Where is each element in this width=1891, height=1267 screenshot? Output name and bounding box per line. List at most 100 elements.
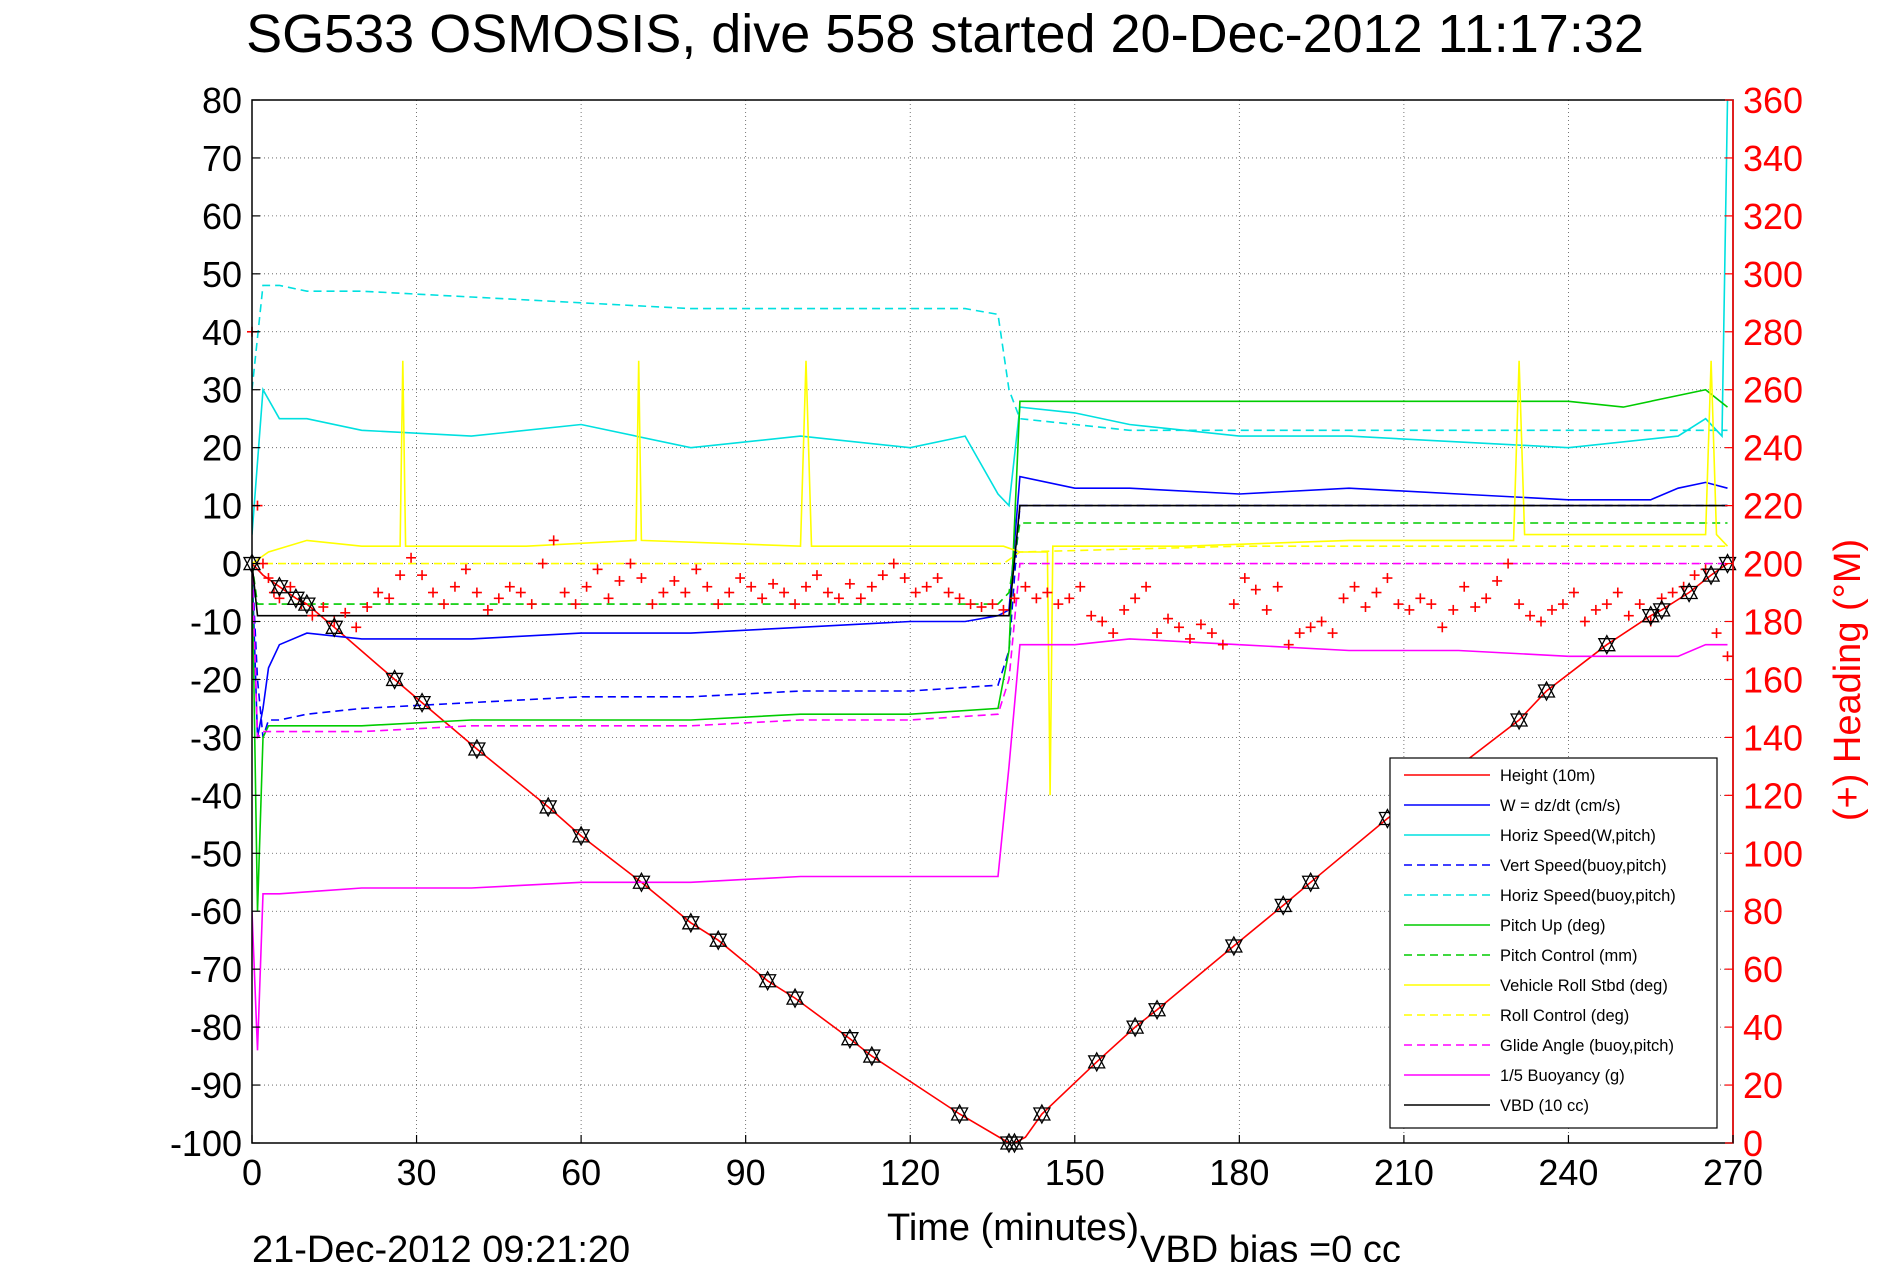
heading-point — [768, 578, 779, 589]
heading-point — [943, 587, 954, 598]
y-tick-label: 20 — [202, 428, 242, 469]
cast-marker-down — [539, 800, 558, 818]
series-layer — [252, 100, 1729, 1143]
legend-items: Height (10m) W = dz/dt (cm/s) Horiz Speed(… — [1404, 767, 1676, 1115]
y-tick-label: 0 — [222, 544, 242, 585]
heading-point — [307, 610, 318, 621]
heading-point — [1557, 599, 1568, 610]
cast-marker — [572, 825, 591, 847]
cast-marker-down — [1301, 875, 1320, 893]
cast-marker-down — [1509, 713, 1529, 731]
cast-marker-down — [840, 1032, 859, 1050]
right-tick-label: 240 — [1743, 428, 1803, 469]
cast-marker-down — [862, 1049, 881, 1067]
y-tick-label: -10 — [190, 602, 242, 643]
x-tick-label: 60 — [561, 1152, 601, 1193]
cast-marker-up — [681, 912, 700, 930]
cast-marker — [412, 692, 432, 714]
x-tick-label: 90 — [726, 1152, 766, 1193]
right-tick-label: 260 — [1743, 370, 1803, 411]
cast-marker-up — [1005, 1132, 1024, 1150]
heading-point — [373, 587, 384, 598]
cast-marker — [1147, 999, 1167, 1021]
series-line-0 — [252, 562, 1728, 1143]
heading-point — [636, 573, 647, 584]
legend-item: Height (10m) — [1404, 767, 1595, 785]
series-line-5 — [252, 388, 1728, 912]
cast-marker — [539, 796, 558, 818]
heading-point — [1722, 651, 1733, 662]
heading-point — [460, 564, 471, 575]
series-line-1 — [252, 475, 1728, 738]
legend-label: VBD (10 cc) — [1500, 1097, 1589, 1115]
legend-label: Pitch Up (deg) — [1500, 917, 1605, 935]
heading-point — [1349, 581, 1360, 592]
heading-point — [965, 599, 976, 610]
cast-marker — [1718, 553, 1737, 574]
cast-marker-up — [709, 929, 728, 947]
x-tick-label: 120 — [880, 1152, 940, 1193]
cast-marker-up — [412, 692, 432, 710]
y-tick-label: -90 — [190, 1065, 242, 1106]
heading-point — [647, 599, 658, 610]
heading-point — [1261, 604, 1272, 615]
heading-point — [888, 558, 899, 569]
heading-point — [614, 575, 625, 586]
legend-item: Horiz Speed(W,pitch) — [1404, 827, 1656, 845]
cast-marker — [467, 738, 486, 760]
right-tick-label: 140 — [1743, 717, 1803, 758]
heading-point — [790, 599, 801, 610]
heading-point — [1579, 616, 1590, 627]
legend-item: VBD (10 cc) — [1404, 1097, 1589, 1115]
heading-point — [866, 581, 877, 592]
right-tick-label: 340 — [1743, 138, 1803, 179]
legend-label: 1/5 Buoyancy (g) — [1500, 1067, 1625, 1085]
y-tick-label: 30 — [202, 370, 242, 411]
heading-point — [504, 581, 515, 592]
cast-marker-down — [1032, 1107, 1051, 1125]
heading-point — [1481, 593, 1492, 604]
heading-point — [757, 593, 768, 604]
legend-item: Pitch Control (mm) — [1404, 947, 1638, 965]
y-tick-label: -50 — [190, 833, 242, 874]
cast-marker — [709, 929, 728, 951]
heading-point — [932, 573, 943, 584]
heading-point — [1053, 599, 1064, 610]
heading-point — [395, 570, 406, 581]
series-line-2 — [252, 100, 1729, 535]
series-line-10 — [252, 638, 1728, 1051]
heading-point — [1382, 573, 1393, 584]
cast-marker-down — [1652, 603, 1671, 621]
y-tick-label: -40 — [190, 775, 242, 816]
left-axis-ticks: 80 70 60 50 40 30 20 10 0 -10 -20 -30 -40 -50 -60 -70 -8… — [170, 80, 260, 1164]
heading-point — [515, 587, 526, 598]
heading-point — [1097, 616, 1108, 627]
heading-point — [987, 599, 998, 610]
heading-point — [340, 607, 351, 618]
cast-marker — [1509, 709, 1529, 731]
heading-point — [1130, 593, 1141, 604]
right-tick-label: 180 — [1743, 602, 1803, 643]
cast-marker — [1301, 871, 1320, 893]
y-tick-label: 60 — [202, 196, 242, 237]
legend-box — [1389, 757, 1718, 1129]
cast-marker — [681, 912, 700, 934]
heading-point — [285, 581, 296, 592]
heading-point — [1426, 599, 1437, 610]
cast-marker-up — [1718, 553, 1737, 571]
footer-vbd-bias: VBD bias =0 cc — [1140, 1229, 1401, 1262]
cast-marker — [1680, 582, 1699, 603]
cast-marker — [1087, 1051, 1106, 1073]
cast-marker-down — [1087, 1055, 1106, 1073]
y-tick-label: 80 — [202, 80, 242, 121]
legend-label: Horiz Speed(W,pitch) — [1500, 827, 1656, 845]
right-tick-label: 320 — [1743, 196, 1803, 237]
cast-marker-down — [1718, 556, 1737, 574]
heading-point — [1206, 628, 1217, 639]
legend-item: Vehicle Roll Stbd (deg) — [1404, 977, 1668, 995]
heading-point — [1217, 639, 1228, 650]
cast-marker-up — [1274, 895, 1293, 913]
cast-marker-up — [572, 825, 591, 843]
